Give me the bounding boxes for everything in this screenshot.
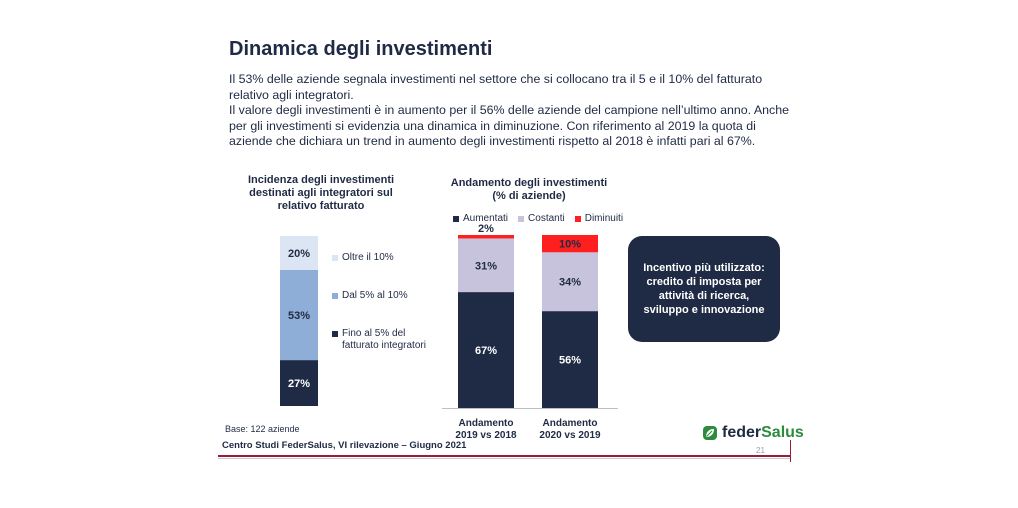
legend-swatch-oltre: [332, 255, 338, 261]
chart2-xlabel-1: Andamento 2019 vs 2018: [455, 418, 517, 441]
chart2-xlabel-2: Andamento 2020 vs 2019: [539, 418, 601, 441]
legend-item-costanti: Costanti: [518, 213, 565, 224]
legend-item-oltre: Oltre il 10%: [332, 252, 394, 263]
logo-text-feder: feder: [722, 424, 762, 441]
paragraph-1: Il 53% delle aziende segnala investiment…: [229, 72, 763, 102]
legend-item-diminuiti: Diminuiti: [574, 213, 624, 224]
legend-label-fino5: Fino al 5% del fatturato integratori: [342, 328, 426, 351]
footer-divider: [218, 455, 790, 457]
chart1-title: Incidenza degli investimenti destinati a…: [247, 174, 395, 212]
legend-label-diminuiti: Diminuiti: [584, 213, 624, 224]
chart1-bar-segment-2: [280, 236, 318, 270]
incentive-box: Incentivo più utilizzato: credito di imp…: [628, 236, 780, 342]
chart2-title: Andamento degli investimenti (% di azien…: [450, 177, 608, 202]
legend-label-oltre: Oltre il 10%: [342, 252, 394, 263]
chart2-bar-0-segment-1: [458, 238, 514, 293]
body-text: Il 53% delle aziende segnala investiment…: [229, 72, 789, 150]
chart1-data-label-2: 20%: [288, 248, 310, 260]
chart2-data-label-0-0: 67%: [475, 345, 497, 357]
chart2-data-label-1-1: 34%: [559, 277, 581, 289]
footer-vertical-line: [790, 440, 791, 462]
legend-item-dal5: Dal 5% al 10%: [332, 290, 408, 301]
legend-swatch-diminuiti: [574, 215, 581, 222]
legend-label-costanti: Costanti: [528, 213, 565, 224]
chart2-data-label-0-1: 31%: [475, 260, 497, 272]
legend-swatch-dal5: [332, 293, 338, 299]
leaf-icon: [703, 426, 717, 440]
footer-divider-secondary: [218, 458, 790, 459]
chart2-svg: 67% 31% 2% 56% 34% 10%: [442, 223, 618, 409]
chart2-data-label-1-2: 10%: [559, 239, 581, 251]
chart2-bar-1-segment-1: [542, 252, 598, 312]
chart1-data-label-0: 27%: [288, 378, 310, 390]
legend-item-aumentati: Aumentati: [453, 213, 508, 224]
chart2-data-label-1-0: 56%: [559, 355, 581, 367]
chart1-bar-segment-0: [280, 360, 318, 406]
chart2-bar-1-segment-0: [542, 311, 598, 408]
legend-swatch-costanti: [518, 215, 525, 222]
chart2-data-label-0-2: 2%: [478, 223, 494, 235]
legend-label-aumentati: Aumentati: [463, 213, 509, 224]
legend-swatch-fino5: [332, 331, 338, 337]
chart2-bar-1-segment-2: [542, 235, 598, 253]
legend-swatch-aumentati: [453, 215, 459, 222]
footer-source: Centro Studi FederSalus, VI rilevazione …: [222, 440, 467, 451]
chart1-svg: 27% 53% 20%: [280, 236, 318, 406]
legend-item-fino5: Fino al 5% del fatturato integratori: [332, 328, 432, 352]
paragraph-2: Il valore degli investimenti è in aument…: [229, 103, 789, 149]
page-number: 21: [756, 446, 765, 455]
slide-title: Dinamica degli investimenti: [229, 38, 493, 60]
chart2-legend: Aumentati Costanti Diminuiti: [453, 213, 623, 224]
chart1-bar-segment-1: [280, 270, 318, 361]
chart2-bar-0-segment-0: [458, 292, 514, 408]
logo-text-salus: Salus: [761, 424, 804, 441]
chart1-data-label-1: 53%: [288, 310, 310, 322]
logo: feder Salus: [702, 424, 804, 442]
legend-label-dal5: Dal 5% al 10%: [342, 290, 408, 301]
chart2-bar-0-segment-2: [458, 235, 514, 239]
base-note: Base: 122 aziende: [225, 424, 300, 434]
